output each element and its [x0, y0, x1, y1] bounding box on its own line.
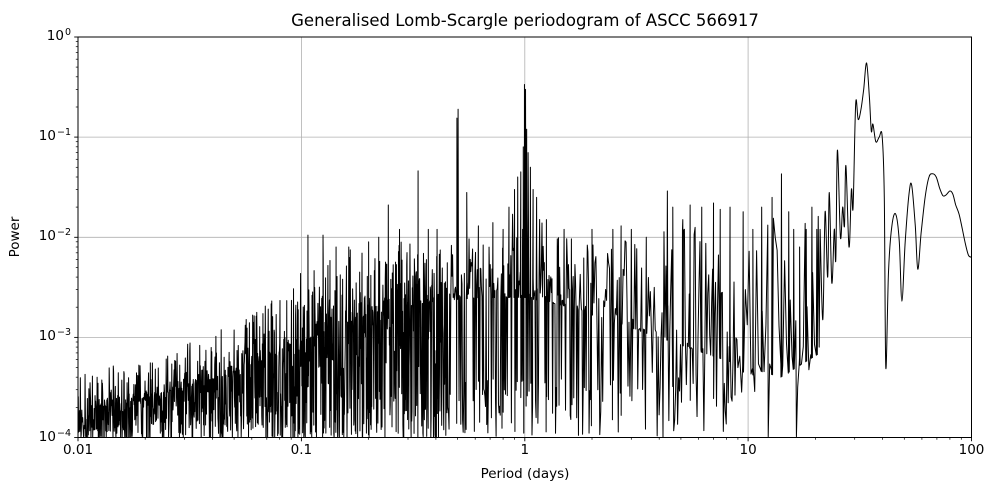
x-tick-label: 1 — [520, 442, 530, 458]
x-tick-label: 0.01 — [62, 442, 94, 458]
axis-ticks — [74, 36, 972, 442]
x-tick-label: 100 — [958, 442, 985, 458]
y-tick-label: 10−4 — [38, 427, 71, 445]
x-tick-label: 0.1 — [290, 442, 313, 458]
y-tick-label: 10−1 — [38, 127, 71, 145]
y-tick-label: 10−3 — [38, 327, 71, 345]
axes-spines — [77, 36, 972, 438]
y-tick-label: 100 — [46, 27, 71, 44]
chart-title: Generalised Lomb-Scargle periodogram of … — [291, 11, 759, 30]
x-axis-label: Period (days) — [480, 466, 570, 482]
power-series-line — [77, 62, 972, 438]
x-tick-label: 10 — [739, 442, 757, 458]
y-tick-label: 10−2 — [38, 227, 71, 245]
